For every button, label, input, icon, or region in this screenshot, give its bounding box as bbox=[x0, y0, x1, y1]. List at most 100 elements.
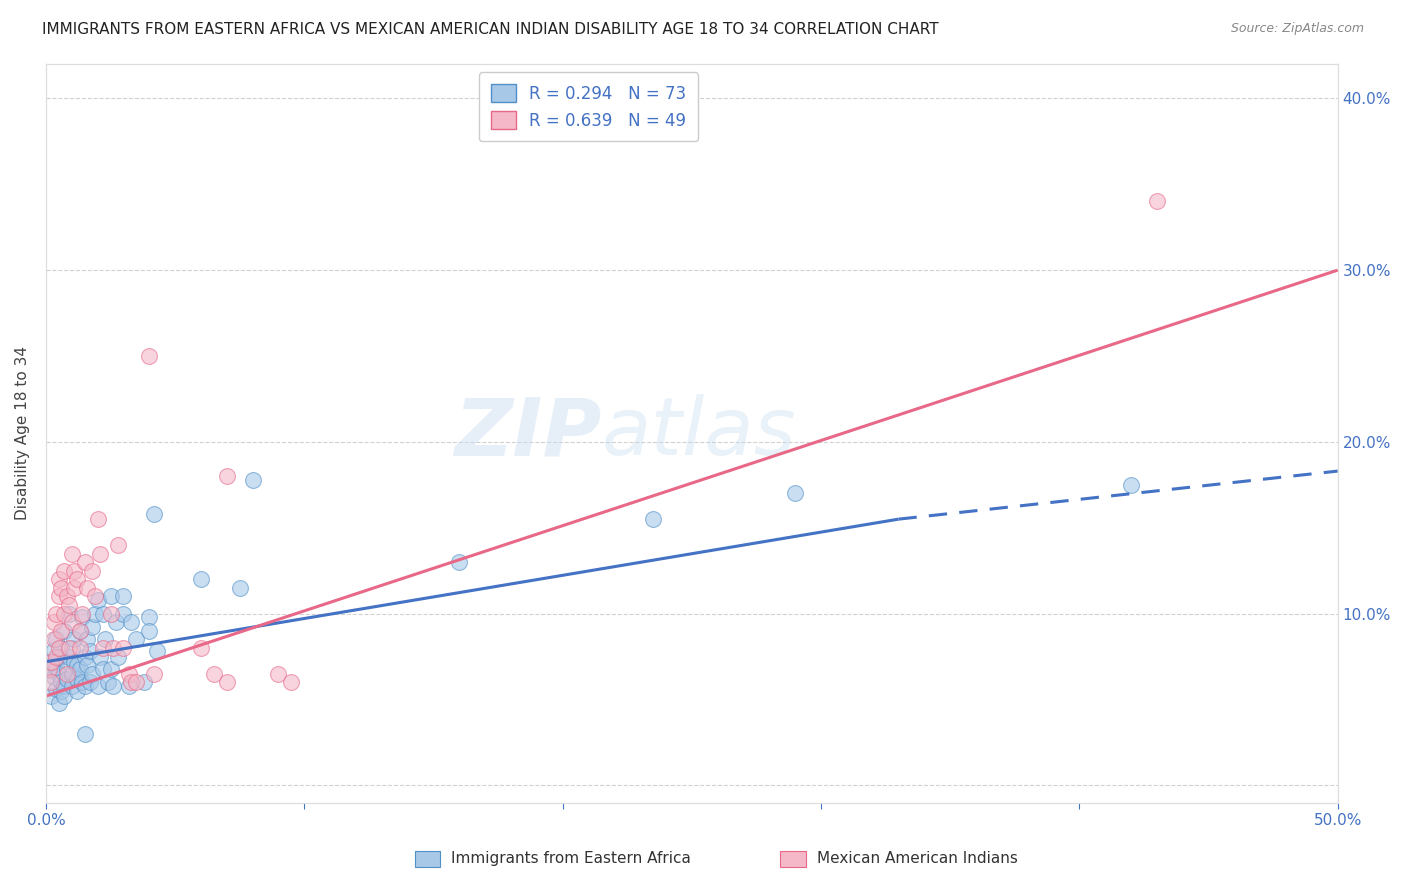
Point bbox=[112, 607, 135, 621]
Point bbox=[94, 632, 117, 647]
Point bbox=[215, 675, 238, 690]
Point bbox=[55, 662, 77, 676]
Point bbox=[51, 624, 73, 638]
Point bbox=[76, 581, 98, 595]
Point bbox=[55, 590, 77, 604]
Point bbox=[101, 640, 124, 655]
Point bbox=[53, 564, 76, 578]
Point bbox=[143, 507, 166, 521]
Point bbox=[70, 675, 93, 690]
Point bbox=[143, 666, 166, 681]
Point bbox=[66, 658, 89, 673]
Point bbox=[53, 624, 76, 638]
Point bbox=[79, 675, 101, 690]
Point bbox=[449, 555, 471, 569]
Text: Immigrants from Eastern Africa: Immigrants from Eastern Africa bbox=[451, 852, 692, 866]
Point bbox=[51, 640, 73, 655]
Point bbox=[138, 610, 160, 624]
Point bbox=[48, 572, 70, 586]
Point bbox=[66, 572, 89, 586]
Point bbox=[91, 662, 114, 676]
Point bbox=[76, 658, 98, 673]
Point bbox=[42, 670, 65, 684]
Point bbox=[39, 675, 62, 690]
Point bbox=[58, 640, 80, 655]
Point bbox=[120, 615, 142, 630]
Point bbox=[70, 610, 93, 624]
Y-axis label: Disability Age 18 to 34: Disability Age 18 to 34 bbox=[15, 346, 30, 520]
Point bbox=[63, 655, 86, 669]
Point bbox=[134, 675, 156, 690]
Point bbox=[58, 649, 80, 664]
Point bbox=[107, 538, 129, 552]
Point bbox=[63, 581, 86, 595]
Text: IMMIGRANTS FROM EASTERN AFRICA VS MEXICAN AMERICAN INDIAN DISABILITY AGE 18 TO 3: IMMIGRANTS FROM EASTERN AFRICA VS MEXICA… bbox=[42, 22, 939, 37]
Point bbox=[84, 590, 107, 604]
Point bbox=[267, 666, 290, 681]
Point bbox=[39, 655, 62, 669]
Text: Source: ZipAtlas.com: Source: ZipAtlas.com bbox=[1230, 22, 1364, 36]
Point bbox=[60, 615, 83, 630]
Point bbox=[42, 632, 65, 647]
Point bbox=[138, 624, 160, 638]
Point bbox=[202, 666, 225, 681]
Point bbox=[82, 620, 104, 634]
Point bbox=[120, 675, 142, 690]
Point bbox=[63, 632, 86, 647]
Point bbox=[45, 682, 67, 697]
Point bbox=[101, 679, 124, 693]
Text: Mexican American Indians: Mexican American Indians bbox=[817, 852, 1018, 866]
Legend: R = 0.294   N = 73, R = 0.639   N = 49: R = 0.294 N = 73, R = 0.639 N = 49 bbox=[479, 72, 697, 142]
Point bbox=[69, 640, 91, 655]
Point bbox=[63, 564, 86, 578]
Point bbox=[117, 679, 139, 693]
Point bbox=[112, 640, 135, 655]
Point bbox=[60, 547, 83, 561]
Point bbox=[73, 649, 96, 664]
Point bbox=[70, 607, 93, 621]
Point bbox=[89, 547, 111, 561]
Point bbox=[55, 666, 77, 681]
Point bbox=[117, 666, 139, 681]
Point bbox=[73, 679, 96, 693]
Point bbox=[38, 663, 60, 677]
Point bbox=[60, 640, 83, 655]
Point bbox=[86, 512, 108, 526]
Point bbox=[91, 607, 114, 621]
Point bbox=[51, 675, 73, 690]
Point bbox=[76, 632, 98, 647]
Point bbox=[100, 590, 122, 604]
Point bbox=[100, 607, 122, 621]
Point bbox=[138, 349, 160, 363]
Point bbox=[82, 564, 104, 578]
Point bbox=[107, 649, 129, 664]
Point bbox=[58, 607, 80, 621]
Point bbox=[82, 666, 104, 681]
Point bbox=[89, 649, 111, 664]
Point bbox=[86, 593, 108, 607]
Point bbox=[785, 486, 807, 500]
Point bbox=[69, 624, 91, 638]
Point bbox=[641, 512, 664, 526]
Point bbox=[48, 590, 70, 604]
Point bbox=[45, 649, 67, 664]
Point bbox=[45, 632, 67, 647]
Point bbox=[97, 675, 120, 690]
Point bbox=[73, 727, 96, 741]
Point bbox=[73, 555, 96, 569]
Point bbox=[42, 615, 65, 630]
Point bbox=[42, 657, 65, 671]
Point bbox=[69, 624, 91, 638]
Point bbox=[53, 679, 76, 693]
Point bbox=[45, 660, 67, 674]
Point bbox=[39, 655, 62, 669]
Point bbox=[190, 572, 212, 586]
Point bbox=[190, 640, 212, 655]
Point bbox=[1146, 194, 1168, 209]
Point bbox=[84, 607, 107, 621]
Point bbox=[58, 598, 80, 612]
Point bbox=[146, 644, 169, 658]
Point bbox=[51, 684, 73, 698]
Point bbox=[39, 689, 62, 703]
Point bbox=[69, 662, 91, 676]
